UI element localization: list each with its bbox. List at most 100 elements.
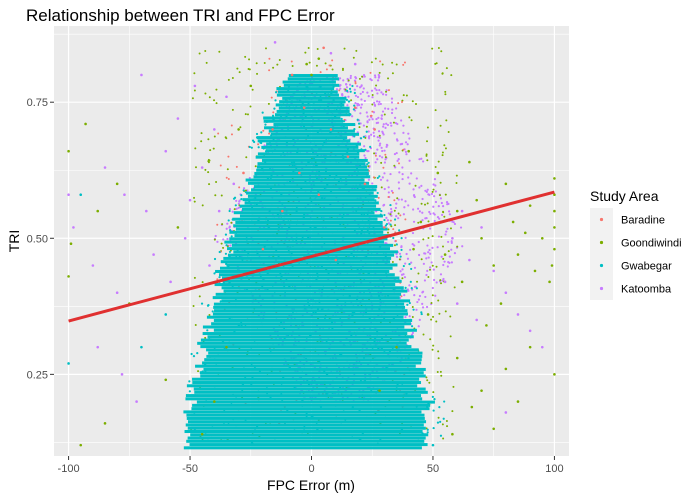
density-point [295,384,298,387]
data-point [451,236,454,240]
data-point [115,182,119,186]
density-point [359,137,363,140]
density-point [383,349,386,352]
data-point [468,258,471,262]
data-point [135,400,138,403]
data-point [208,264,211,267]
density-point [192,355,196,358]
density-point [411,306,414,309]
density-point [374,199,377,202]
data-point [72,226,75,229]
density-band [192,403,431,407]
density-point [353,229,356,232]
density-point [425,305,429,309]
density-point [368,118,371,121]
data-point [485,324,488,327]
density-point [291,266,294,269]
density-band [246,191,374,195]
density-point [453,252,457,255]
density-point [426,269,429,272]
density-point [212,147,215,150]
density-point [231,393,235,397]
density-point [250,362,253,366]
density-point [301,102,304,105]
density-point [244,55,247,58]
density-point [339,423,342,426]
density-point [450,261,454,264]
density-point [434,294,437,297]
x-tick-label: 0 [308,463,314,475]
density-point [315,177,319,180]
density-point [270,134,273,137]
density-point [365,111,368,114]
density-point [393,152,397,156]
density-point [226,237,229,241]
density-point [323,318,327,321]
density-point [432,278,436,282]
density-point [376,442,379,446]
density-point [401,277,404,280]
density-point [421,306,425,309]
data-point [492,427,495,431]
density-band [221,286,404,290]
density-point [233,330,236,334]
density-point [207,161,210,164]
density-point [348,83,352,86]
density-point [408,116,411,119]
density-point [204,50,207,53]
density-point [439,420,442,423]
density-band [253,185,378,189]
density-point [264,150,268,153]
data-point [431,443,435,447]
density-point [291,64,294,67]
density-point [368,305,371,309]
density-point [398,252,402,255]
data-point [443,253,447,256]
density-point [284,169,287,172]
density-point [431,395,434,398]
data-point [460,280,464,284]
density-point [413,294,416,297]
density-point [415,287,418,290]
density-point [354,75,357,79]
density-point [292,138,295,141]
density-point [358,409,361,412]
density-point [389,223,392,226]
density-point [375,100,379,103]
density-point [301,117,304,120]
data-point [455,356,459,360]
density-point [222,246,225,249]
density-point [215,102,218,105]
density-point [397,187,401,190]
density-point [196,394,199,397]
density-point [261,285,264,288]
density-point [304,114,307,117]
density-point [444,93,447,96]
density-point [249,312,253,316]
density-band [255,155,360,159]
density-point [431,235,434,238]
density-point [367,130,370,133]
density-point [201,204,204,207]
density-point [355,297,359,300]
density-band [193,387,426,391]
density-point [414,439,418,443]
density-band [194,390,428,394]
density-point [444,310,447,313]
density-point [375,330,379,333]
y-tick-label: 0.50 [27,233,48,245]
density-point [349,358,352,361]
density-point [307,47,310,50]
density-point [443,144,446,147]
density-band [231,243,394,247]
density-point [437,299,440,302]
density-point [208,314,211,317]
data-point [225,345,228,349]
density-point [236,269,239,272]
data-point [504,291,508,295]
data-point [329,128,333,131]
density-point [413,266,417,269]
density-point [396,382,399,386]
data-point [553,373,556,376]
density-point [216,278,219,281]
